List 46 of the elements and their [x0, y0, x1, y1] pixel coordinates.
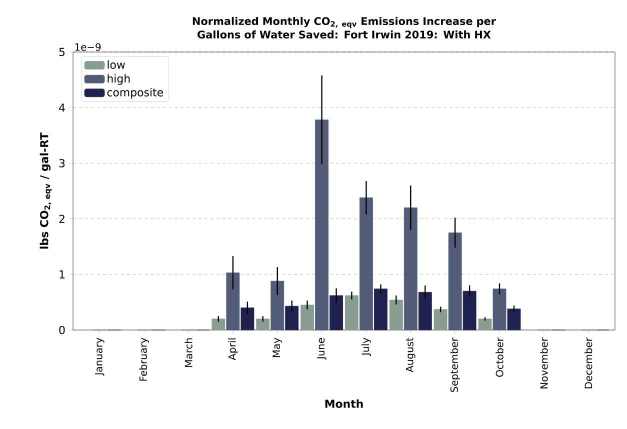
bar: [448, 232, 462, 330]
x-tick-label: April: [228, 338, 238, 360]
bar: [240, 308, 254, 330]
bar: [389, 300, 403, 330]
text: 1e−9: [75, 43, 101, 51]
y-tick-label: 0: [59, 326, 65, 334]
y-tick-label: 3: [59, 159, 65, 168]
x-axis-title: Month: [325, 399, 363, 408]
bar: [345, 295, 358, 330]
bar: [212, 318, 226, 330]
x-tick-label: July: [361, 338, 372, 356]
bar: [434, 309, 448, 330]
bar: [462, 290, 476, 330]
chart-title: Normalized Monthly CO$_{2, eqv}$ Emissions Increase per Gallons of Water Saved: Fort Irwin 2019: With HX: [192, 16, 496, 38]
bar: [404, 207, 418, 330]
x-tick-label: May: [272, 338, 282, 358]
bar: [374, 288, 388, 330]
bar: [330, 295, 343, 330]
bar: [226, 272, 240, 330]
bar: [492, 288, 506, 330]
x-tick-label: October: [496, 338, 504, 377]
bar: [285, 306, 299, 330]
y-tick-label: 4: [59, 104, 65, 112]
x-tick-label: June: [317, 338, 326, 360]
x-tick-label: February: [139, 338, 149, 381]
bar: [270, 280, 284, 330]
bar: [360, 197, 373, 330]
bar: [507, 308, 521, 330]
y-tick-label: 1: [60, 270, 64, 278]
bar: [315, 120, 328, 330]
legend-label: low: [108, 60, 125, 69]
x-tick-label: January: [94, 338, 104, 376]
legend-label: composite: [107, 88, 163, 99]
y-axis-title: lbs CO$_{2, eqv}$ / gal-RT: [40, 132, 52, 249]
bar: [478, 318, 492, 330]
x-tick-label: March: [184, 338, 192, 367]
x-tick-label: November: [540, 338, 548, 388]
x-tick-label: September: [450, 338, 460, 392]
bar: [256, 318, 270, 330]
y-tick-label: 5: [59, 48, 65, 56]
bar: [300, 304, 314, 330]
x-tick-label: December: [584, 338, 592, 388]
x-tick-label: August: [406, 338, 416, 372]
y-tick-label: 2: [59, 214, 64, 223]
bar: [418, 292, 432, 330]
legend-label: high: [108, 74, 130, 85]
